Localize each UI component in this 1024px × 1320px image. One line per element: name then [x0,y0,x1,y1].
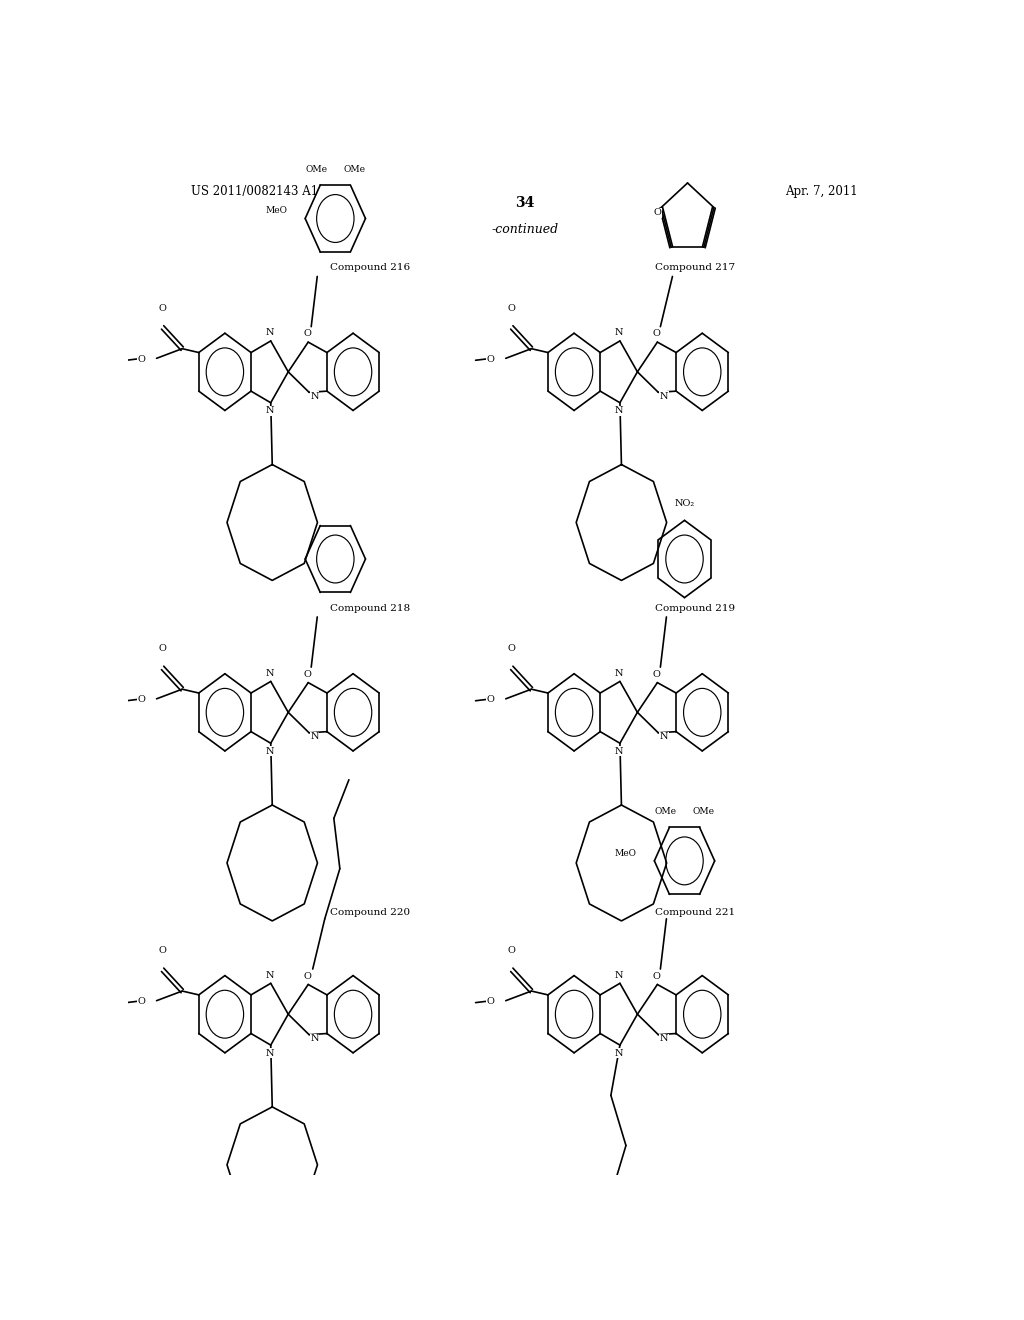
Text: US 2011/0082143 A1: US 2011/0082143 A1 [191,185,318,198]
Text: N: N [265,669,274,677]
Text: Compound 217: Compound 217 [655,263,735,272]
Text: N: N [614,970,624,979]
Text: N: N [265,407,274,416]
Text: OMe: OMe [654,808,677,816]
Text: O: O [652,671,660,678]
Text: O: O [303,671,311,678]
Text: O: O [486,696,495,704]
Text: NO₂: NO₂ [675,499,694,508]
Text: O: O [303,972,311,981]
Text: O: O [486,997,495,1006]
Text: N: N [265,747,274,756]
Text: N: N [614,747,624,756]
Text: N: N [659,392,668,401]
Text: Compound 216: Compound 216 [330,263,410,272]
Text: N: N [310,1035,318,1043]
Text: O: O [137,696,145,704]
Text: Compound 221: Compound 221 [655,908,735,917]
Text: 34: 34 [515,197,535,210]
Text: N: N [310,733,318,742]
Text: O: O [653,209,662,218]
Text: O: O [508,946,516,954]
Text: N: N [614,669,624,677]
Text: N: N [614,407,624,416]
Text: N: N [659,733,668,742]
Text: N: N [265,970,274,979]
Text: OMe: OMe [305,165,328,174]
Text: O: O [652,330,660,338]
Text: OMe: OMe [343,165,366,174]
Text: Compound 220: Compound 220 [330,908,410,917]
Text: O: O [486,355,495,363]
Text: N: N [614,329,624,338]
Text: MeO: MeO [614,849,637,858]
Text: N: N [659,1035,668,1043]
Text: O: O [159,644,167,653]
Text: O: O [508,644,516,653]
Text: O: O [159,946,167,954]
Text: Compound 219: Compound 219 [655,605,735,614]
Text: O: O [137,355,145,363]
Text: O: O [303,330,311,338]
Text: Apr. 7, 2011: Apr. 7, 2011 [785,185,858,198]
Text: O: O [137,997,145,1006]
Text: O: O [159,304,167,313]
Text: OMe: OMe [692,808,715,816]
Text: N: N [614,1048,624,1057]
Text: O: O [508,304,516,313]
Text: N: N [265,329,274,338]
Text: -continued: -continued [492,223,558,236]
Text: N: N [310,392,318,401]
Text: MeO: MeO [265,206,288,215]
Text: N: N [265,1048,274,1057]
Text: O: O [652,972,660,981]
Text: Compound 218: Compound 218 [330,605,410,614]
